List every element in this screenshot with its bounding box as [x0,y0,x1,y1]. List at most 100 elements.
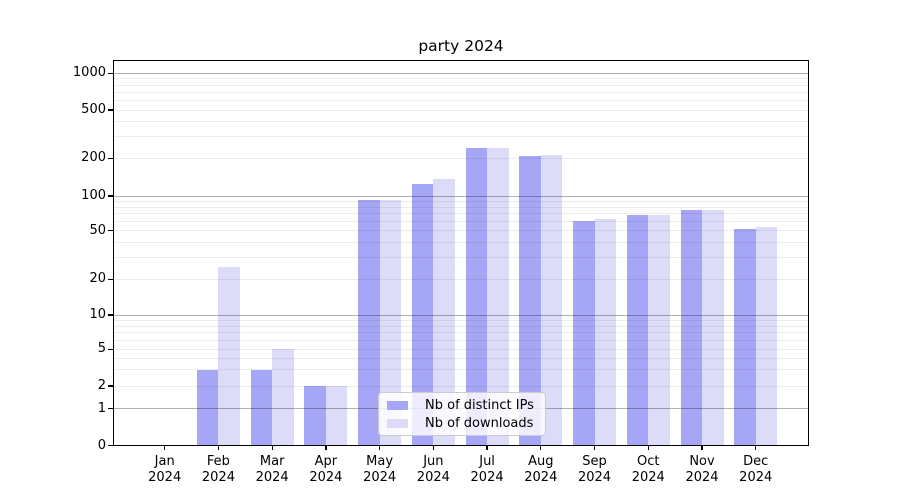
bar-distinct-ips [734,228,756,446]
gridline-minor [113,109,809,111]
x-tick-label: May 2024 [363,454,397,485]
bar-distinct-ips [411,183,434,446]
x-tick-label: Aug 2024 [524,454,558,485]
gridline-minor [113,221,809,223]
y-tick-label: 10 [89,307,106,322]
y-tick [108,314,113,316]
bar-downloads [702,209,724,446]
gridline-minor [113,325,809,327]
y-tick [108,278,113,280]
legend-entry: Nb of distinct IPs [387,397,545,415]
gridline-major [113,195,809,197]
gridline-minor [113,157,809,159]
gridline-minor [113,99,809,101]
bar-distinct-ips [626,215,649,446]
y-tick-label: 500 [81,102,106,117]
x-tick [164,445,166,450]
x-tick [325,445,327,450]
y-tick-label: 1000 [72,65,106,81]
x-tick [271,445,273,450]
y-tick [108,444,113,447]
gridline-minor [113,278,809,280]
y-tick [108,385,113,387]
x-tick-label: Apr 2024 [309,454,343,485]
y-tick [108,157,113,159]
gridline-minor [113,348,809,350]
x-tick-label: Nov 2024 [685,454,719,485]
gridline-minor [113,357,809,359]
gridline-minor [113,242,809,244]
y-tick-label: 50 [89,222,106,238]
x-tick [647,445,649,450]
gridline-minor [113,385,809,387]
y-tick [108,407,113,410]
x-tick [378,445,381,450]
y-tick-label: 5 [97,341,106,357]
gridline-minor [113,206,809,208]
y-tick [108,230,113,232]
gridline-minor [113,369,809,371]
bar-downloads [594,219,617,446]
x-tick-label: Sep 2024 [577,454,612,485]
y-tick [108,195,113,197]
y-tick-label: 200 [81,150,106,166]
gridline-major [113,72,809,74]
gridline-minor [113,84,809,86]
x-tick [540,445,542,450]
gridline-minor [113,332,809,334]
legend: Nb of distinct IPs Nb of downloads [378,392,546,436]
bar-distinct-ips [680,209,702,446]
gridline-minor [113,257,809,259]
gridline-minor [113,230,809,232]
x-tick [486,445,488,450]
legend-entry: Nb of downloads [387,415,545,433]
x-tick-label: Jul 2024 [470,454,504,485]
x-tick-label: Jun 2024 [416,454,450,485]
y-tick-label: 0 [97,437,106,453]
gridline-minor [113,319,809,321]
x-tick [432,445,434,450]
chart-title: party 2024 [418,37,504,55]
legend-label: Nb of downloads [425,415,534,431]
bar-downloads [272,349,294,446]
x-tick [217,445,220,450]
y-tick-label: 20 [89,271,106,287]
bar-downloads [755,226,778,446]
bar-downloads [648,215,670,446]
gridline-minor [113,91,809,93]
bar-downloads [540,154,563,446]
gridline-minor [113,213,809,215]
gridline-minor [113,78,809,80]
bar-distinct-ips [573,220,595,446]
x-tick-label: Jan 2024 [148,454,182,485]
legend-swatch-downloads [387,418,408,428]
x-tick-label: Oct 2024 [631,454,665,485]
gridline-major [113,314,809,316]
x-tick-label: Feb 2024 [201,454,235,485]
y-tick [108,109,113,111]
gridline-minor [113,121,809,123]
gridline-minor [113,339,809,341]
y-tick-label: 2 [97,378,106,393]
bar-downloads [487,147,509,446]
bar-distinct-ips [304,386,326,446]
bar-downloads [379,200,402,446]
gridline-minor [113,136,809,138]
x-tick [701,445,703,450]
bar-distinct-ips [465,147,488,446]
gridline-minor [113,200,809,202]
y-tick-label: 1 [97,400,106,416]
x-tick [593,445,596,450]
bar-downloads [218,267,240,446]
y-tick [108,348,113,350]
y-tick-label: 100 [81,188,106,203]
bar-distinct-ips [358,200,380,446]
y-tick [108,72,113,74]
legend-label: Nb of distinct IPs [425,398,534,414]
x-tick-label: Mar 2024 [255,454,289,485]
bar-distinct-ips [196,369,219,446]
